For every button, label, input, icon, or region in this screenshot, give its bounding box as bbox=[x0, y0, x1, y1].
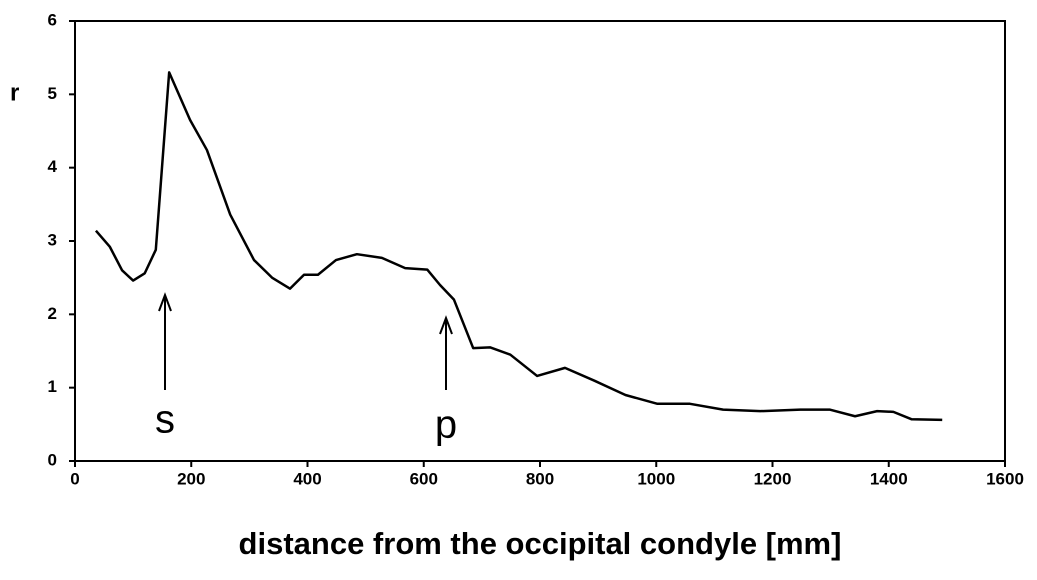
x-tick-label: 1600 bbox=[986, 469, 1024, 488]
y-tick-label: 3 bbox=[48, 230, 57, 249]
x-axis-label: distance from the occipital condyle [mm] bbox=[239, 526, 842, 561]
y-tick-label: 0 bbox=[48, 450, 57, 469]
annotation-label: p bbox=[435, 403, 457, 447]
y-tick-label: 5 bbox=[48, 84, 57, 103]
annotation-label: s bbox=[155, 398, 175, 442]
x-tick-label: 800 bbox=[526, 469, 554, 488]
x-tick-label: 1000 bbox=[637, 469, 675, 488]
y-tick-label: 1 bbox=[48, 377, 57, 396]
line-series bbox=[94, 71, 943, 422]
y-tick-label: 6 bbox=[48, 10, 57, 29]
annotation-arrow bbox=[158, 292, 172, 390]
y-tick-label: 4 bbox=[48, 157, 58, 176]
y-tick-label: 2 bbox=[48, 304, 57, 323]
y-axis-label: r bbox=[10, 79, 19, 106]
x-tick-label: 1200 bbox=[754, 469, 792, 488]
x-tick-label: 1400 bbox=[870, 469, 908, 488]
x-tick-label: 0 bbox=[70, 469, 79, 488]
x-tick-label: 600 bbox=[410, 469, 438, 488]
x-tick-label: 200 bbox=[177, 469, 205, 488]
x-tick-label: 400 bbox=[293, 469, 321, 488]
annotation-arrow bbox=[439, 315, 453, 390]
plot-frame bbox=[74, 20, 1006, 462]
